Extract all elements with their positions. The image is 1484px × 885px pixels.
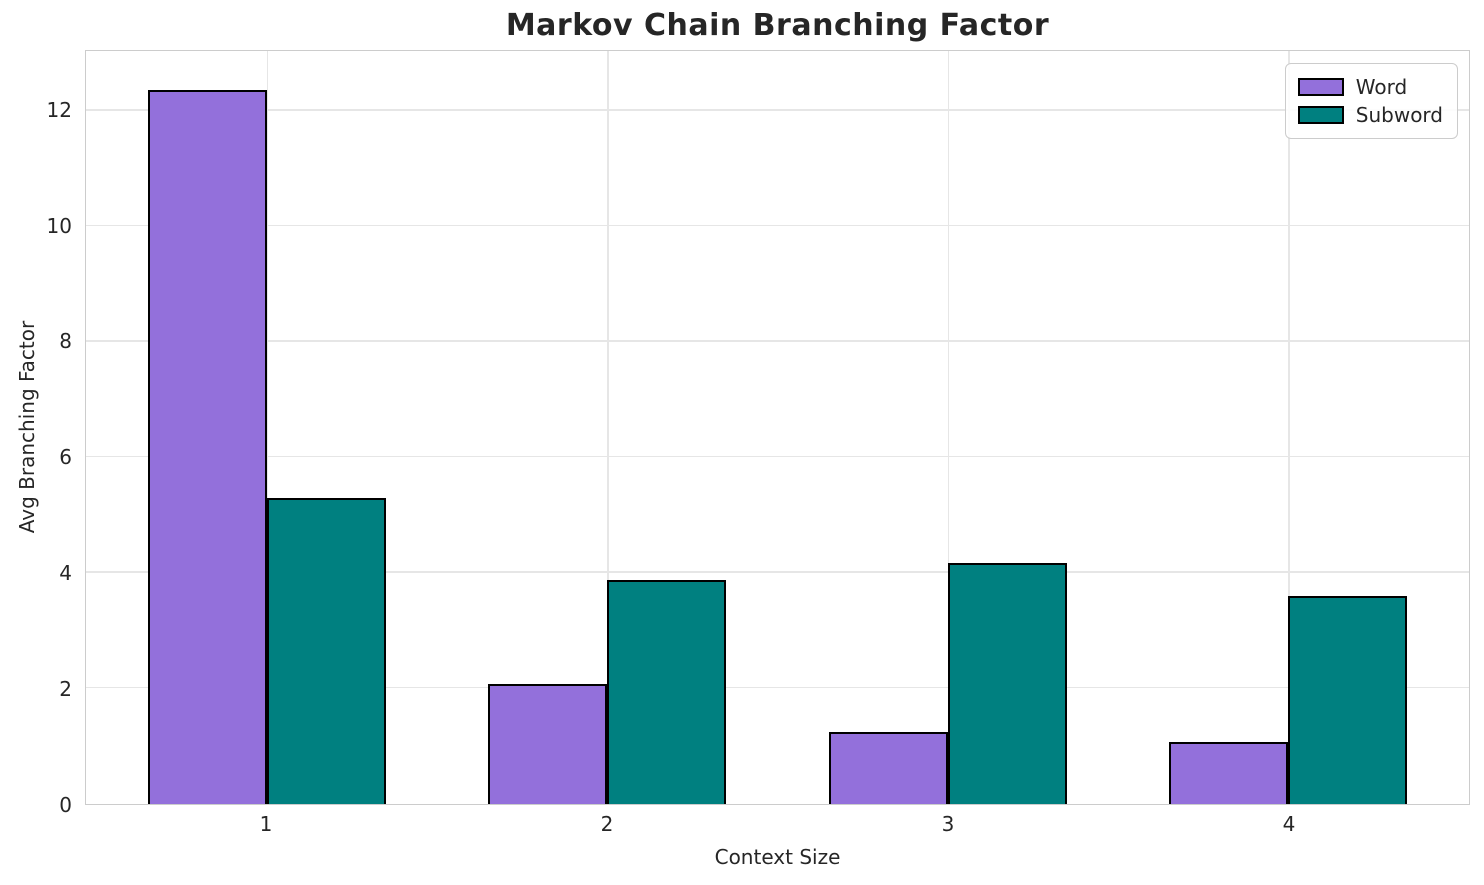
x-tick-label-3: 3: [941, 812, 955, 836]
y-tick-label-12: 12: [46, 97, 72, 122]
gridline-horizontal: [86, 224, 1469, 227]
gridline-horizontal: [86, 340, 1469, 342]
x-tick-label-4: 4: [1282, 812, 1296, 836]
plot-area: [85, 50, 1470, 805]
y-tick-label-6: 6: [59, 445, 72, 470]
chart-title: Markov Chain Branching Factor: [505, 8, 1050, 43]
x-axis-label: Context Size: [714, 845, 841, 869]
x-tick-label-2: 2: [600, 812, 614, 836]
y-tick-label-10: 10: [46, 213, 72, 238]
legend-swatch-subword: [1297, 106, 1344, 124]
bar-word-2: [488, 683, 608, 804]
y-tick-label-4: 4: [59, 561, 72, 586]
bar-subword-2: [607, 579, 727, 804]
legend-label: Subword: [1355, 103, 1443, 127]
legend-entry-subword: Subword: [1297, 101, 1443, 129]
gridline-horizontal: [86, 571, 1469, 573]
y-tick-label-0: 0: [59, 793, 72, 817]
bar-subword-4: [1288, 595, 1408, 804]
gridline-horizontal: [86, 686, 1469, 689]
gridline-vertical: [607, 51, 609, 804]
bar-word-4: [1169, 741, 1289, 804]
gridline-vertical: [947, 51, 950, 804]
bar-word-3: [828, 731, 948, 804]
gridline-vertical: [266, 51, 269, 804]
bar-word-1: [147, 90, 267, 804]
bar-subword-3: [947, 563, 1067, 804]
gridline-horizontal: [86, 455, 1469, 458]
legend-entry-word: Word: [1297, 73, 1443, 101]
legend-swatch-word: [1297, 78, 1344, 96]
bar-subword-1: [266, 497, 386, 804]
legend-label: Word: [1355, 75, 1408, 99]
y-tick-label-8: 8: [59, 329, 72, 354]
gridline-horizontal: [86, 109, 1469, 111]
legend: Word Subword: [1284, 63, 1458, 139]
y-tick-label-2: 2: [59, 677, 72, 702]
x-tick-label-1: 1: [259, 812, 273, 836]
gridline-vertical: [1288, 51, 1290, 804]
